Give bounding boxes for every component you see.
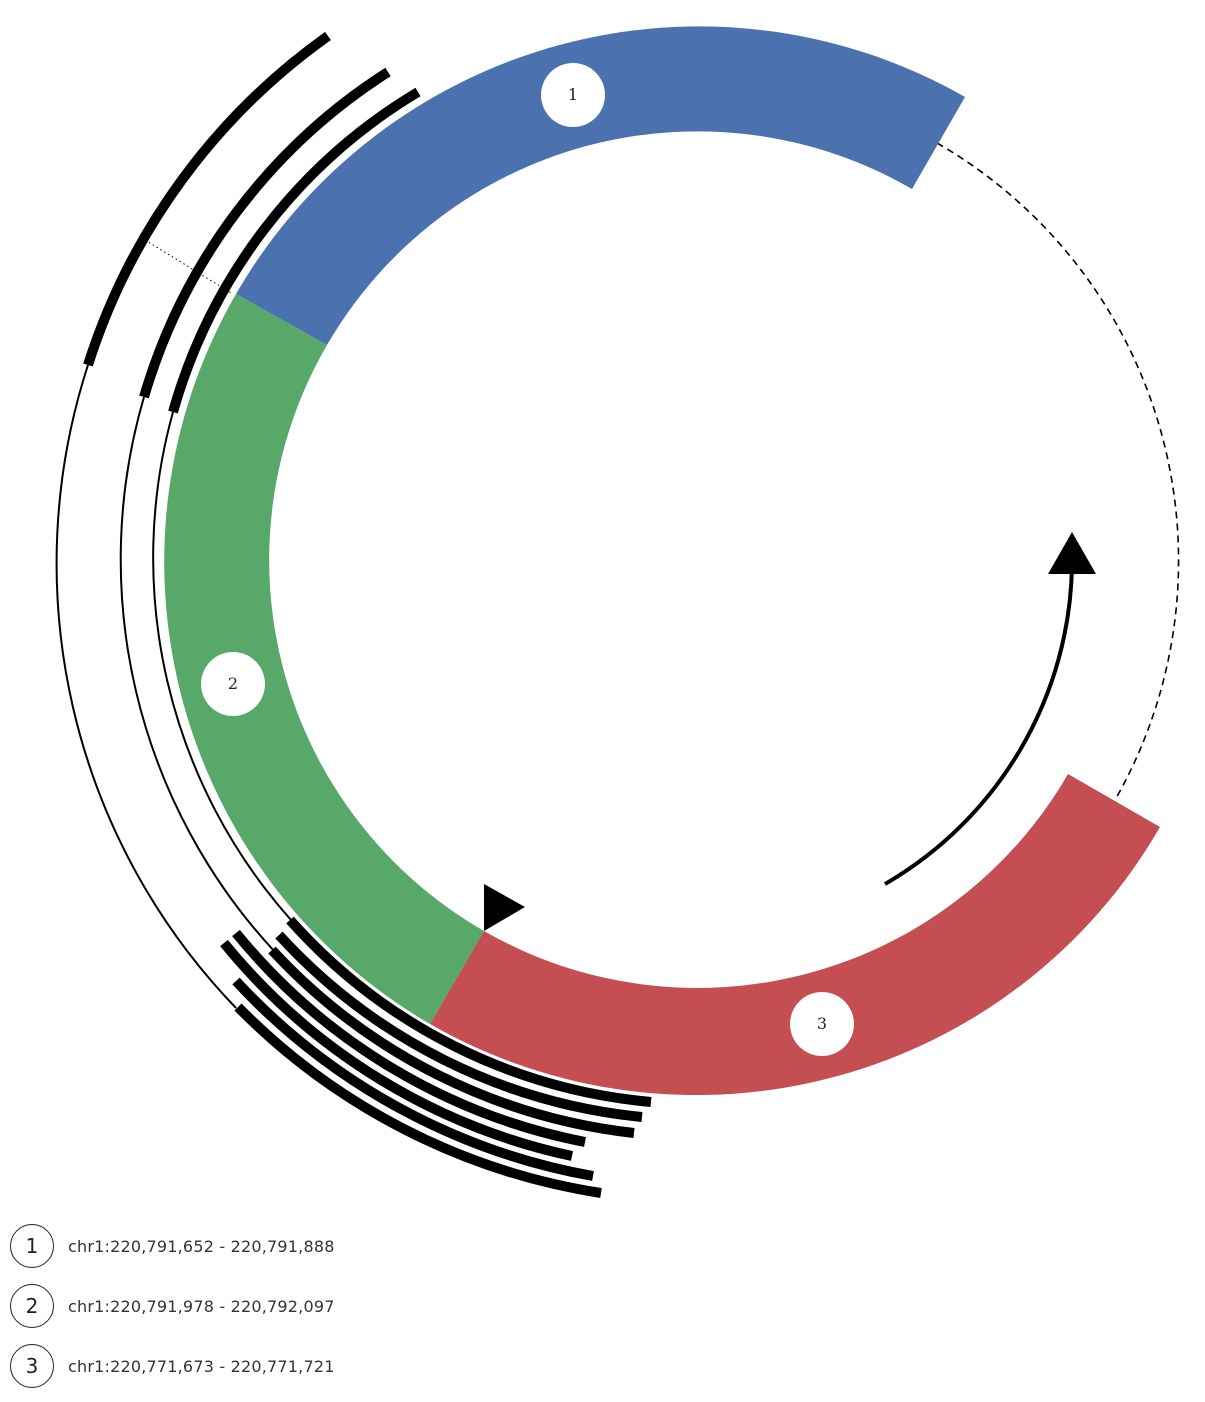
legend-number-badge: 3 bbox=[10, 1344, 54, 1388]
split-read-connectors bbox=[55, 364, 292, 1009]
segment-badge-number: 3 bbox=[817, 1014, 827, 1033]
dotted-connector bbox=[144, 239, 234, 295]
segment-legend: 1 chr1:220,791,652 - 220,791,888 2 chr1:… bbox=[10, 1222, 335, 1402]
gap-dashed-arc bbox=[936, 142, 1180, 801]
read-bar bbox=[232, 977, 594, 1181]
read-bar bbox=[234, 1003, 602, 1198]
segment-badge-number: 2 bbox=[228, 674, 238, 693]
segment-badge-number: 1 bbox=[568, 85, 578, 104]
read-bars-top bbox=[83, 31, 421, 414]
read-bar bbox=[220, 939, 574, 1161]
legend-region-label: chr1:220,791,978 - 220,792,097 bbox=[68, 1296, 335, 1316]
legend-region-label: chr1:220,791,652 - 220,791,888 bbox=[68, 1236, 335, 1256]
read-bar bbox=[275, 931, 643, 1122]
strand-arrow-shaft bbox=[883, 565, 1074, 886]
read-bars-bottom bbox=[220, 916, 652, 1198]
segment-badge-1[interactable]: 1 bbox=[541, 63, 605, 127]
split-read-connector bbox=[119, 396, 276, 953]
legend-item: 2 chr1:220,791,978 - 220,792,097 bbox=[10, 1282, 335, 1330]
read-bar bbox=[168, 87, 421, 414]
segment-2-arc[interactable] bbox=[164, 294, 484, 1024]
legend-number-badge: 1 bbox=[10, 1224, 54, 1268]
split-read-connector bbox=[152, 411, 292, 921]
legend-item: 3 chr1:220,771,673 - 220,771,721 bbox=[10, 1342, 335, 1390]
segment-badge-3[interactable]: 3 bbox=[790, 992, 854, 1056]
legend-item: 1 chr1:220,791,652 - 220,791,888 bbox=[10, 1222, 335, 1270]
legend-region-label: chr1:220,771,673 - 220,771,721 bbox=[68, 1356, 335, 1376]
read-bar bbox=[286, 916, 652, 1107]
segment-3-arc[interactable] bbox=[430, 774, 1160, 1096]
read-bar bbox=[139, 67, 391, 399]
read-bar bbox=[83, 31, 331, 367]
junction-arrow-icon bbox=[484, 884, 525, 931]
segment-badge-2[interactable]: 2 bbox=[201, 652, 265, 716]
read-bar bbox=[268, 946, 635, 1138]
segment-1-arc[interactable] bbox=[236, 26, 965, 345]
strand-arrow-head-icon bbox=[1048, 532, 1096, 574]
legend-number-badge: 2 bbox=[10, 1284, 54, 1328]
read-bar bbox=[232, 929, 586, 1147]
split-read-connector bbox=[55, 364, 237, 1009]
